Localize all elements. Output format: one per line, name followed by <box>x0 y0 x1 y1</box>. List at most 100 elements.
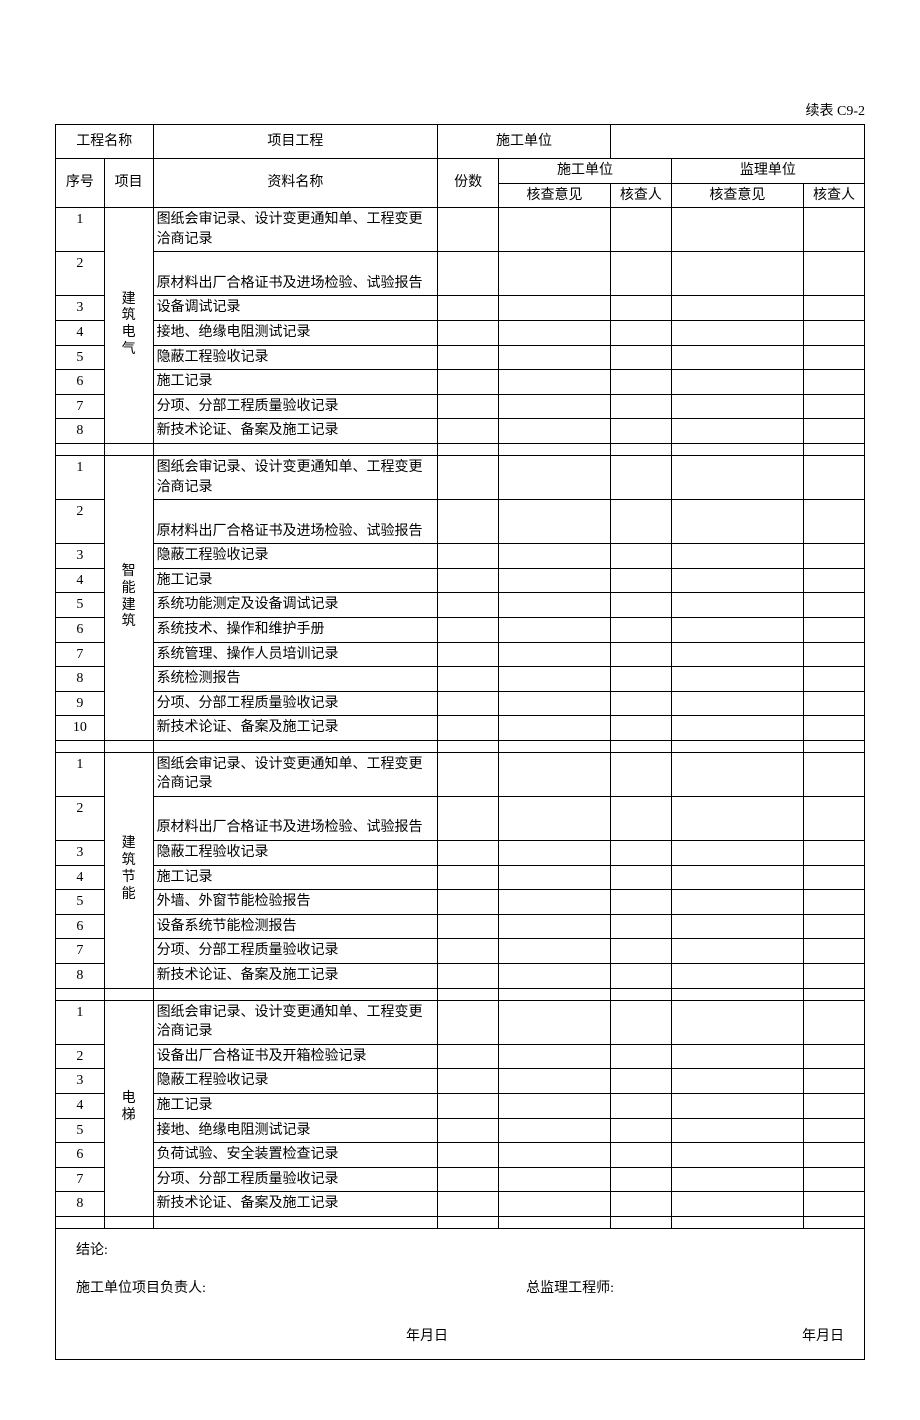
cell-checker-supervisor <box>803 865 864 890</box>
cell-opinion-builder <box>499 208 611 252</box>
cell-qty <box>438 1000 499 1044</box>
table-row: 1建筑电气图纸会审记录、设计变更通知单、工程变更洽商记录 <box>56 208 865 252</box>
cell-seq: 7 <box>56 939 105 964</box>
cell-opinion-supervisor <box>671 716 803 741</box>
cell-qty <box>438 939 499 964</box>
cell-opinion-supervisor <box>671 1143 803 1168</box>
cell-seq: 7 <box>56 642 105 667</box>
table-row: 7系统管理、操作人员培训记录 <box>56 642 865 667</box>
table-row: 9分项、分部工程质量验收记录 <box>56 691 865 716</box>
cell-qty <box>438 667 499 692</box>
cell-checker-supervisor <box>803 370 864 395</box>
table-row: 6系统技术、操作和维护手册 <box>56 617 865 642</box>
col-supervisor: 监理单位 <box>671 159 864 184</box>
cell-docname: 接地、绝缘电阻测试记录 <box>153 1118 438 1143</box>
cell-checker-builder <box>610 1000 671 1044</box>
cell-checker-builder <box>610 964 671 989</box>
col-docname: 资料名称 <box>153 159 438 208</box>
col-opinion-1: 核查意见 <box>499 183 611 208</box>
cell-docname: 新技术论证、备案及施工记录 <box>153 419 438 444</box>
cell-checker-supervisor <box>803 841 864 866</box>
table-row: 4施工记录 <box>56 1094 865 1119</box>
cell-docname: 原材料出厂合格证书及进场检验、试验报告 <box>153 252 438 296</box>
cell-qty <box>438 841 499 866</box>
cell-opinion-builder <box>499 841 611 866</box>
cell-checker-supervisor <box>803 568 864 593</box>
cell-checker-builder <box>610 1094 671 1119</box>
cell-docname: 图纸会审记录、设计变更通知单、工程变更洽商记录 <box>153 1000 438 1044</box>
spacer-c3 <box>671 443 803 455</box>
cell-docname: 新技术论证、备案及施工记录 <box>153 716 438 741</box>
cell-opinion-supervisor <box>671 544 803 569</box>
spacer-c1 <box>499 443 611 455</box>
table-row: 2原材料出厂合格证书及进场检验、试验报告 <box>56 797 865 841</box>
cell-seq: 6 <box>56 914 105 939</box>
cell-opinion-supervisor <box>671 1069 803 1094</box>
cell-checker-builder <box>610 1192 671 1217</box>
cell-opinion-supervisor <box>671 1192 803 1217</box>
cell-opinion-supervisor <box>671 691 803 716</box>
cell-checker-builder <box>610 865 671 890</box>
spacer-qty <box>438 988 499 1000</box>
table-row: 8新技术论证、备案及施工记录 <box>56 1192 865 1217</box>
cell-checker-builder <box>610 544 671 569</box>
cell-checker-supervisor <box>803 296 864 321</box>
cell-checker-supervisor <box>803 593 864 618</box>
cell-qty <box>438 370 499 395</box>
spacer-c2 <box>610 988 671 1000</box>
cell-seq: 5 <box>56 593 105 618</box>
cell-checker-builder <box>610 667 671 692</box>
cell-docname: 负荷试验、安全装置检查记录 <box>153 1143 438 1168</box>
table-row: 3隐蔽工程验收记录 <box>56 544 865 569</box>
cell-checker-builder <box>610 939 671 964</box>
cell-checker-supervisor <box>803 642 864 667</box>
cell-checker-supervisor <box>803 1143 864 1168</box>
cell-opinion-builder <box>499 252 611 296</box>
cell-checker-supervisor <box>803 500 864 544</box>
cell-opinion-builder <box>499 890 611 915</box>
cell-checker-builder <box>610 568 671 593</box>
cell-checker-supervisor <box>803 208 864 252</box>
cell-qty <box>438 890 499 915</box>
cell-checker-supervisor <box>803 455 864 499</box>
cell-opinion-builder <box>499 667 611 692</box>
cell-docname: 新技术论证、备案及施工记录 <box>153 1192 438 1217</box>
cell-checker-supervisor <box>803 1044 864 1069</box>
table-row: 5隐蔽工程验收记录 <box>56 345 865 370</box>
cell-opinion-builder <box>499 716 611 741</box>
cell-checker-supervisor <box>803 964 864 989</box>
table-row: 7分项、分部工程质量验收记录 <box>56 394 865 419</box>
cell-qty <box>438 208 499 252</box>
table-row: 3设备调试记录 <box>56 296 865 321</box>
spacer-c3 <box>671 740 803 752</box>
cell-qty <box>438 544 499 569</box>
cell-docname: 施工记录 <box>153 370 438 395</box>
cell-category: 建筑节能 <box>104 752 153 988</box>
cell-seq: 6 <box>56 1143 105 1168</box>
cell-docname: 分项、分部工程质量验收记录 <box>153 939 438 964</box>
spacer-c4 <box>803 740 864 752</box>
cell-checker-supervisor <box>803 1094 864 1119</box>
spacer-c4 <box>803 988 864 1000</box>
spacer-cat <box>104 1216 153 1228</box>
cell-opinion-supervisor <box>671 667 803 692</box>
cell-seq: 1 <box>56 455 105 499</box>
spacer-row <box>56 988 865 1000</box>
cell-seq: 4 <box>56 865 105 890</box>
cell-checker-builder <box>610 1044 671 1069</box>
cell-docname: 图纸会审记录、设计变更通知单、工程变更洽商记录 <box>153 208 438 252</box>
table-row: 1建筑节能图纸会审记录、设计变更通知单、工程变更洽商记录 <box>56 752 865 796</box>
cell-docname: 原材料出厂合格证书及进场检验、试验报告 <box>153 797 438 841</box>
cell-opinion-supervisor <box>671 642 803 667</box>
date-left: 年月日 <box>406 1325 448 1345</box>
cell-qty <box>438 1069 499 1094</box>
cell-qty <box>438 752 499 796</box>
cell-seq: 8 <box>56 419 105 444</box>
cell-checker-builder <box>610 890 671 915</box>
cell-docname: 隐蔽工程验收记录 <box>153 1069 438 1094</box>
cell-docname: 施工记录 <box>153 865 438 890</box>
cell-qty <box>438 716 499 741</box>
cell-docname: 图纸会审记录、设计变更通知单、工程变更洽商记录 <box>153 752 438 796</box>
spacer-row <box>56 443 865 455</box>
cell-seq: 6 <box>56 370 105 395</box>
